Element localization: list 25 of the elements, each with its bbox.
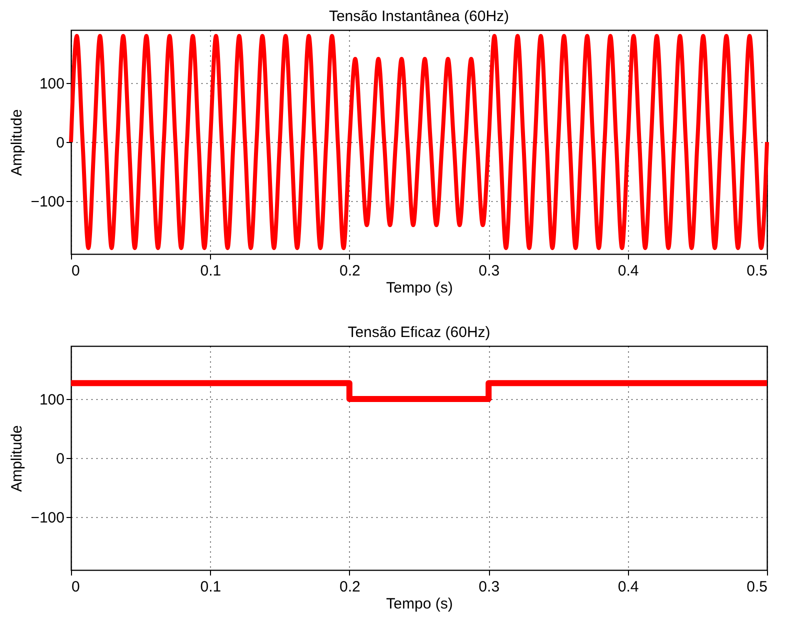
x-tick-label: 0.3 xyxy=(478,578,500,596)
y-tick-label: 0 xyxy=(56,450,64,468)
chart-title: Tensão Instantânea (60Hz) xyxy=(328,8,510,25)
x-axis-title: Tempo (s) xyxy=(386,280,453,296)
x-tick-label: 0.5 xyxy=(746,578,768,596)
x-tick-label: 0.5 xyxy=(746,262,768,280)
y-axis-title: Amplitude xyxy=(8,425,26,492)
x-tick-label: 0.4 xyxy=(618,578,639,596)
y-tick-label: 100 xyxy=(39,392,64,409)
x-tick-label: 0.1 xyxy=(200,578,222,596)
x-tick-label: 0.1 xyxy=(200,262,222,280)
line-series xyxy=(69,34,769,250)
y-tick-label: −100 xyxy=(30,509,64,526)
x-tick-label: 0.2 xyxy=(339,262,360,280)
y-axis-title: Amplitude xyxy=(8,109,26,176)
x-tick-label: 0 xyxy=(72,578,80,596)
x-tick-label: 0.3 xyxy=(478,262,500,280)
x-axis-title: Tempo (s) xyxy=(386,596,453,612)
y-tick-label: 0 xyxy=(56,134,64,152)
chart-title: Tensão Eficaz (60Hz) xyxy=(348,324,490,341)
y-tick-label: 100 xyxy=(39,76,64,93)
x-tick-label: 0.2 xyxy=(339,578,360,596)
x-tick-label: 0 xyxy=(72,262,80,280)
y-tick-label: −100 xyxy=(30,193,64,210)
x-tick-label: 0.4 xyxy=(618,262,639,280)
